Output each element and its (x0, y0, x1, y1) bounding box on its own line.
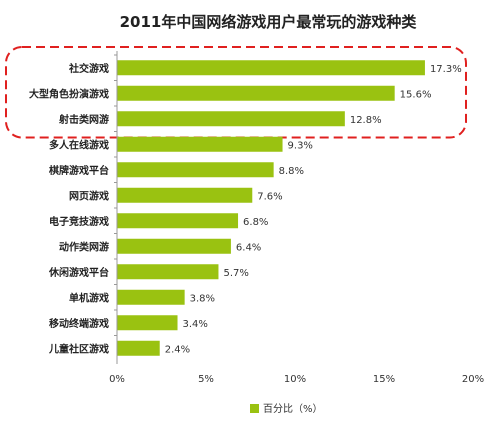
category-label: 儿童社区游戏 (48, 342, 109, 355)
data-label: 6.8% (243, 217, 268, 228)
bar (117, 60, 425, 76)
x-tick-label: 0% (109, 374, 125, 385)
legend-label: 百分比（%） (263, 403, 323, 415)
chart-title: 2011年中国网络游戏用户最常玩的游戏种类 (120, 13, 418, 31)
data-label: 12.8% (350, 115, 382, 126)
category-label: 电子竞技游戏 (49, 215, 109, 228)
bar (117, 238, 231, 254)
data-label: 17.3% (430, 64, 462, 75)
bar (117, 111, 345, 127)
category-label: 网页游戏 (69, 189, 109, 202)
bars-layer: 社交游戏 17.3% 大型角色扮演游戏 15.6% 射击类网游 12.8% 多人在线游戏 9.… (29, 60, 462, 356)
data-label: 9.3% (288, 140, 313, 151)
data-label: 3.8% (190, 293, 215, 304)
x-tick-label: 5% (198, 374, 214, 385)
bar (117, 187, 253, 203)
data-label: 15.6% (400, 89, 432, 100)
data-label: 2.4% (165, 344, 190, 355)
x-tick-label: 10% (284, 374, 306, 385)
data-label: 5.7% (223, 268, 248, 279)
data-label: 6.4% (236, 242, 261, 253)
bar (117, 289, 185, 305)
category-label: 单机游戏 (69, 291, 109, 304)
legend: 百分比（%） (250, 403, 323, 415)
data-label: 8.8% (279, 166, 304, 177)
category-label: 移动终端游戏 (49, 317, 109, 330)
bar (117, 340, 160, 356)
bar (117, 162, 274, 178)
data-label: 3.4% (183, 319, 208, 330)
bar (117, 136, 283, 152)
x-tick-label: 20% (462, 374, 484, 385)
bar (117, 85, 395, 101)
bar (117, 264, 219, 280)
category-label: 棋牌游戏平台 (48, 164, 109, 177)
category-label: 动作类网游 (59, 240, 109, 253)
data-label: 7.6% (257, 191, 282, 202)
x-tick-label: 15% (373, 374, 395, 385)
legend-swatch (250, 404, 259, 413)
category-label: 射击类网游 (58, 113, 109, 126)
bar (117, 315, 178, 331)
x-axis: 0% 5% 10% 15% 20% (109, 51, 484, 385)
category-label: 多人在线游戏 (49, 138, 109, 151)
bar (117, 213, 239, 229)
category-label: 社交游戏 (68, 62, 109, 75)
category-label: 休闲游戏平台 (48, 266, 109, 279)
category-label: 大型角色扮演游戏 (29, 87, 109, 100)
